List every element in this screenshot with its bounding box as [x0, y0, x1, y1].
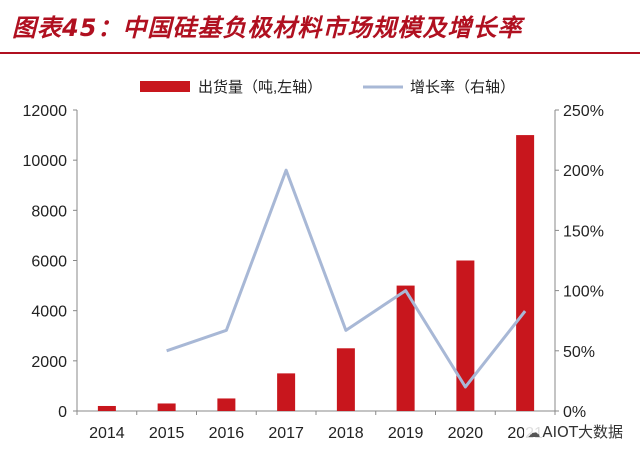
x-tick-label: 2018	[328, 425, 364, 442]
left-tick-label: 8000	[31, 203, 67, 220]
title-divider	[0, 52, 640, 54]
left-tick-label: 6000	[31, 254, 67, 271]
legend-swatch-bar	[140, 81, 190, 92]
bar	[456, 260, 475, 411]
right-tick-label: 150%	[563, 223, 604, 240]
x-tick-label: 2019	[388, 425, 424, 442]
right-tick-label: 250%	[563, 103, 604, 120]
right-tick-label: 0%	[563, 404, 586, 421]
right-tick-label: 200%	[563, 163, 604, 180]
left-tick-label: 4000	[31, 304, 67, 321]
x-tick-label: 2014	[89, 425, 125, 442]
x-tick-label: 2015	[149, 425, 185, 442]
watermark: ☁ AIOT大数据	[524, 421, 626, 442]
bar	[217, 398, 236, 411]
wechat-icon: ☁	[527, 426, 541, 441]
chart: 0 2000 4000 6000 8000 10000 12000 0% 50% 100% 150%…	[23, 79, 604, 442]
left-tick-label: 2000	[31, 354, 67, 371]
legend-label-line: 增长率（右轴）	[410, 79, 515, 96]
bar	[157, 403, 176, 411]
bar	[516, 135, 535, 411]
watermark-text: AIOT大数据	[542, 423, 623, 441]
right-tick-label: 50%	[563, 344, 595, 361]
x-tick-label: 2016	[209, 425, 245, 442]
left-tick-label: 0	[58, 404, 67, 421]
bar	[396, 285, 415, 411]
chart-title: 图表45：中国硅基负极材料市场规模及增长率	[12, 14, 523, 42]
bar	[336, 348, 355, 411]
bar	[277, 373, 296, 411]
left-tick-label: 12000	[23, 103, 68, 120]
growth-line	[166, 168, 527, 389]
right-tick-label: 100%	[563, 284, 604, 301]
bar	[97, 405, 116, 411]
x-tick-label: 2020	[448, 425, 484, 442]
x-tick-label: 2017	[268, 425, 304, 442]
left-tick-label: 10000	[23, 153, 68, 170]
legend-label-bar: 出货量（吨,左轴）	[198, 79, 322, 96]
